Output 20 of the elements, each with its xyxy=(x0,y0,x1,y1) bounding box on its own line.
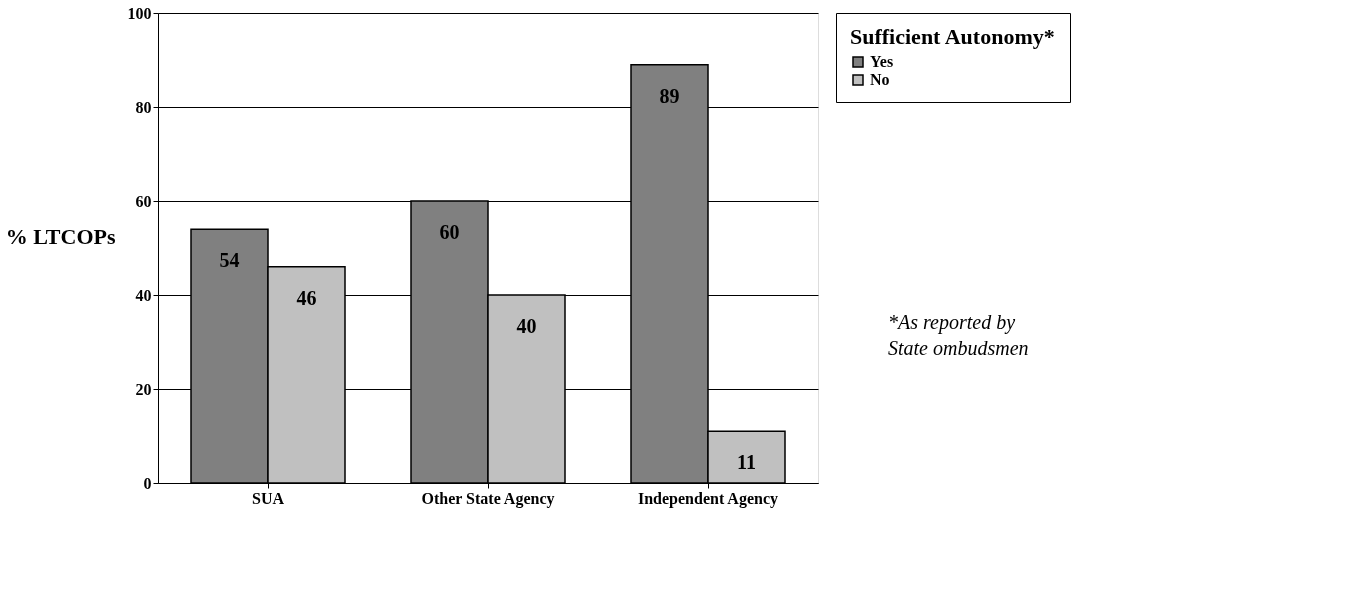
legend-label: Yes xyxy=(870,53,894,70)
y-tick-label: 100 xyxy=(127,4,152,22)
y-tick-label: 0 xyxy=(143,474,152,492)
legend-title: Sufficient Autonomy* xyxy=(850,24,1055,49)
y-tick-label: 40 xyxy=(135,286,152,304)
data-label: 89 xyxy=(659,84,680,107)
x-tick-label: Independent Agency xyxy=(637,489,779,508)
y-tick-label: 60 xyxy=(135,192,152,210)
legend-label: No xyxy=(870,71,890,88)
y-axis-title: % LTCOPs xyxy=(5,223,116,249)
data-label: 54 xyxy=(219,249,240,272)
data-label: 11 xyxy=(737,451,756,474)
data-label: 46 xyxy=(296,286,317,309)
y-tick-label: 80 xyxy=(135,98,152,116)
x-tick-label: SUA xyxy=(251,489,285,507)
data-label: 60 xyxy=(439,221,460,243)
text: *As reported by State ombudsmen xyxy=(888,311,1029,359)
data-label: 40 xyxy=(516,315,537,337)
x-tick-label: Other State Agency xyxy=(421,489,555,508)
y-tick-label: 20 xyxy=(135,380,152,398)
